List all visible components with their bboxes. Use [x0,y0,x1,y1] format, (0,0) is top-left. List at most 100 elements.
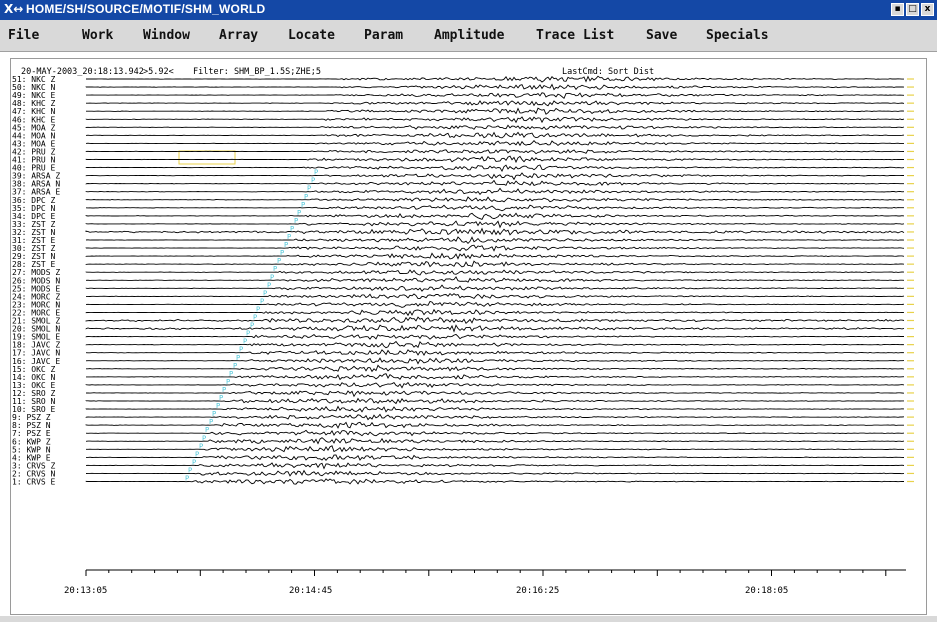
trace-label[interactable]: 38: ARSA N [12,180,60,189]
trace-label[interactable]: 40: PRU E [12,164,56,173]
menu-save[interactable]: Save [646,28,678,43]
trace-waveform[interactable] [85,429,905,437]
trace-waveform[interactable] [85,405,905,413]
trace-waveform[interactable] [85,131,905,139]
trace-label[interactable]: 29: ZST N [12,252,56,261]
trace-label[interactable]: 28: ZST E [12,260,56,269]
trace-waveform[interactable] [85,164,905,173]
trace-label[interactable]: 49: NKC E [12,91,56,100]
trace-waveform[interactable] [85,478,904,485]
trace-waveform[interactable] [85,244,905,252]
trace-waveform[interactable] [85,260,905,268]
trace-label[interactable]: 15: OKC Z [12,365,56,374]
trace-label[interactable]: 43: MOA E [12,139,56,148]
trace-label[interactable]: 37: ARSA E [12,188,60,197]
trace-waveform[interactable] [85,212,905,220]
phase-pick-label[interactable]: P [311,177,315,185]
trace-label[interactable]: 12: SRO Z [12,389,56,398]
phase-pick-label[interactable]: P [307,185,311,193]
phase-pick-label[interactable]: P [260,297,264,305]
trace-label[interactable]: 23: MORC N [12,300,60,309]
trace-label[interactable]: 46: KHC E [12,115,56,124]
phase-pick-label[interactable]: P [290,225,294,233]
menu-trace-list[interactable]: Trace List [536,28,615,43]
phase-pick-label[interactable]: P [205,426,209,434]
trace-label[interactable]: 11: SRO N [12,397,56,406]
trace-waveform[interactable] [85,204,904,212]
menu-array[interactable]: Array [219,28,259,43]
trace-label[interactable]: 7: PSZ E [12,429,51,438]
phase-pick-label[interactable]: P [304,193,308,201]
trace-waveform[interactable] [86,454,905,462]
phase-pick-label[interactable]: P [236,354,240,362]
trace-label[interactable]: 26: MODS N [12,276,60,285]
trace-label[interactable]: 1: CRVS E [12,478,56,487]
trace-label[interactable]: 35: DPC N [12,204,56,213]
trace-label[interactable]: 6: KWP Z [12,437,51,446]
trace-waveform[interactable] [85,252,905,260]
trace-label[interactable]: 4: KWP E [12,453,51,462]
trace-waveform[interactable] [85,140,904,147]
phase-pick-label[interactable]: P [216,402,220,410]
trace-label[interactable]: 31: ZST E [12,236,56,245]
maximize-button[interactable]: □ [906,3,919,16]
trace-waveform[interactable] [85,300,905,308]
trace-waveform[interactable] [85,421,904,429]
phase-pick-label[interactable]: P [301,201,305,209]
trace-label[interactable]: 41: PRU N [12,156,56,165]
trace-label[interactable]: 2: CRVS N [12,469,56,478]
phase-pick-label[interactable]: P [195,450,199,458]
trace-label[interactable]: 5: KWP N [12,445,51,454]
phase-pick-label[interactable]: P [219,394,223,402]
phase-pick-label[interactable]: P [297,209,301,217]
trace-waveform[interactable] [85,462,905,470]
trace-label[interactable]: 19: SMOL E [12,333,60,342]
menu-file[interactable]: File [8,28,40,43]
trace-waveform[interactable] [85,179,904,186]
trace-waveform[interactable] [86,107,905,115]
phase-pick-label[interactable]: P [233,362,237,370]
phase-pick-label[interactable]: P [270,273,274,281]
trace-waveform[interactable] [85,437,905,445]
phase-pick-label[interactable]: P [222,386,226,394]
phase-pick-label[interactable]: P [277,257,281,265]
menu-window[interactable]: Window [143,28,190,43]
trace-label[interactable]: 36: DPC Z [12,196,56,205]
trace-label[interactable]: 22: MORC E [12,308,60,317]
trace-waveform[interactable] [85,227,905,236]
trace-label[interactable]: 14: OKC N [12,373,56,382]
trace-label[interactable]: 10: SRO E [12,405,56,414]
phase-pick-label[interactable]: P [294,217,298,225]
trace-label[interactable]: 51: NKC Z [12,75,56,84]
phase-pick-label[interactable]: P [267,281,271,289]
trace-waveform[interactable] [86,75,904,83]
trace-waveform[interactable] [85,187,905,196]
trace-label[interactable]: 50: NKC N [12,83,56,92]
trace-label[interactable]: 20: SMOL N [12,325,60,334]
trace-waveform[interactable] [85,220,905,229]
phase-pick-label[interactable]: P [185,475,189,483]
trace-label[interactable]: 9: PSZ Z [12,413,51,422]
trace-waveform[interactable] [85,357,905,365]
trace-waveform[interactable] [85,196,905,203]
phase-pick-label[interactable]: P [253,314,257,322]
trace-waveform[interactable] [85,149,905,155]
trace-label[interactable]: 44: MOA N [12,131,56,140]
trace-waveform[interactable] [86,364,905,373]
trace-label[interactable]: 39: ARSA Z [12,172,60,181]
trace-label[interactable]: 18: JAVC Z [12,341,60,350]
seismogram-canvas[interactable]: 20-MAY-2003_20:18:13.942 >5.92< Filter: … [11,59,926,614]
trace-waveform[interactable] [86,390,905,398]
trace-label[interactable]: 27: MODS Z [12,268,60,277]
trace-label[interactable]: 48: KHC Z [12,99,56,108]
trace-waveform[interactable] [86,92,905,100]
trace-label[interactable]: 8: PSZ N [12,421,51,430]
trace-waveform[interactable] [85,284,905,292]
phase-pick-label[interactable]: P [199,442,203,450]
trace-waveform[interactable] [85,413,905,421]
phase-pick-label[interactable]: P [273,265,277,273]
trace-waveform[interactable] [85,340,905,349]
phase-pick-label[interactable]: P [256,306,260,314]
trace-label[interactable]: 16: JAVC E [12,357,60,366]
phase-pick-label[interactable]: P [209,418,213,426]
